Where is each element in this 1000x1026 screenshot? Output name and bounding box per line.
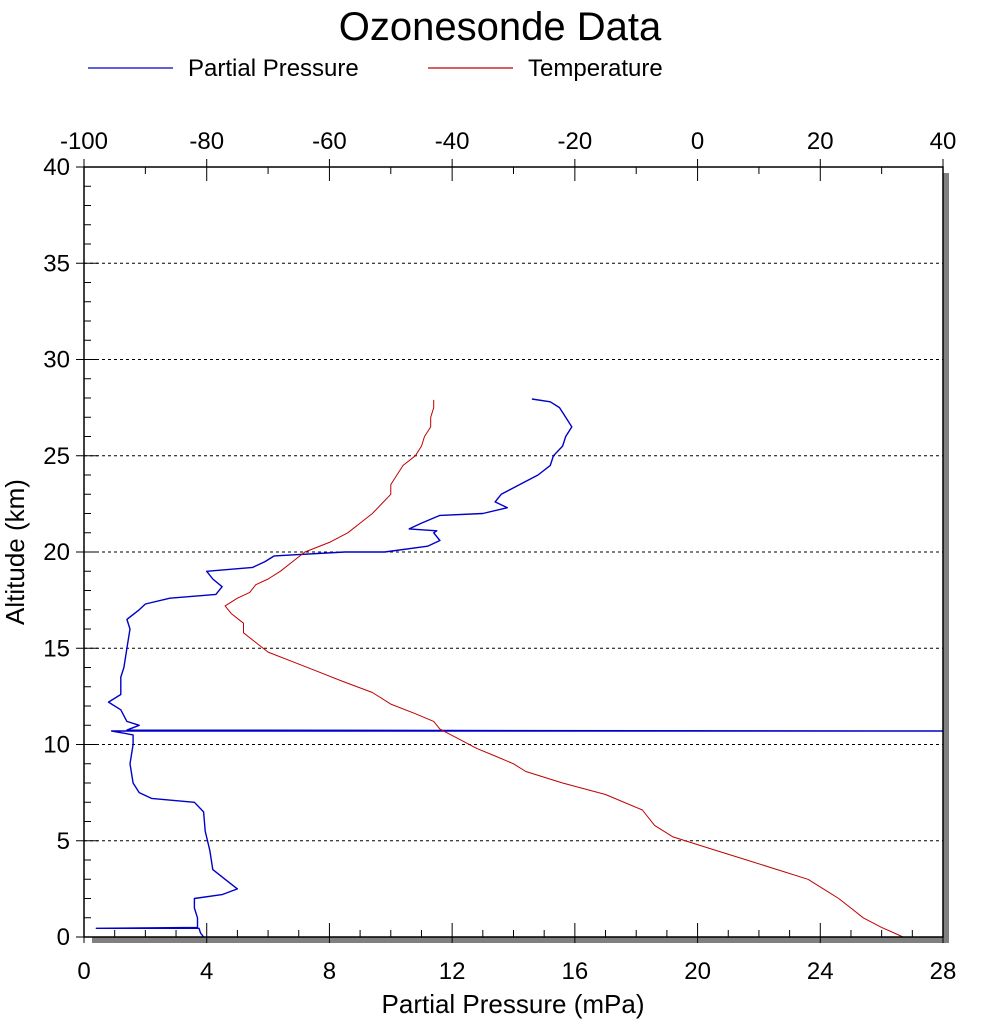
- y-tick-label: 15: [43, 635, 70, 662]
- x2-tick-label: -20: [558, 128, 593, 155]
- x-tick-label: 0: [77, 958, 90, 985]
- y-tick-label: 25: [43, 443, 70, 470]
- y-tick-label: 0: [57, 924, 70, 951]
- x2-tick-label: -80: [189, 128, 224, 155]
- x2-tick-label: 0: [691, 128, 704, 155]
- grid: [84, 262, 943, 842]
- x-tick-label: 4: [200, 958, 213, 985]
- x2-tick-label: 40: [930, 128, 957, 155]
- legend: Partial Pressure Temperature: [88, 55, 663, 82]
- y-tick-label: 35: [43, 250, 70, 277]
- series-line-partial-pressure: [95, 398, 944, 938]
- plot-shadow-right: [943, 173, 949, 943]
- legend-label-partial-pressure: Partial Pressure: [188, 55, 359, 82]
- x2-tick-label: 20: [807, 128, 834, 155]
- x-tick-label: 12: [439, 958, 466, 985]
- legend-label-temperature: Temperature: [528, 55, 663, 82]
- series-group: [95, 398, 944, 938]
- x2-tick-label: -60: [312, 128, 347, 155]
- x-axis-label: Partial Pressure (mPa): [382, 989, 645, 1019]
- tick-group: 0 5 10 15 20 25 30 35 40 0 4 8 12 16 20 24 28 -100 -80 -60 -…: [43, 128, 956, 985]
- x-tick-label: 8: [323, 958, 336, 985]
- x-tick-label: 24: [807, 958, 834, 985]
- chart-title: Ozonesonde Data: [339, 5, 662, 49]
- y-axis-label: Altitude (km): [0, 479, 30, 625]
- x-tick-label: 16: [562, 958, 589, 985]
- y-tick-label: 40: [43, 154, 70, 181]
- y-tick-label: 30: [43, 347, 70, 374]
- x2-tick-label: -100: [60, 128, 108, 155]
- plot-shadow-bottom: [92, 937, 949, 943]
- series-line-temperature: [224, 399, 904, 938]
- y-tick-label: 5: [57, 828, 70, 855]
- x2-tick-label: -40: [435, 128, 470, 155]
- x-tick-label: 28: [930, 958, 957, 985]
- y-tick-label: 10: [43, 732, 70, 759]
- y-tick-label: 20: [43, 539, 70, 566]
- x-tick-label: 20: [684, 958, 711, 985]
